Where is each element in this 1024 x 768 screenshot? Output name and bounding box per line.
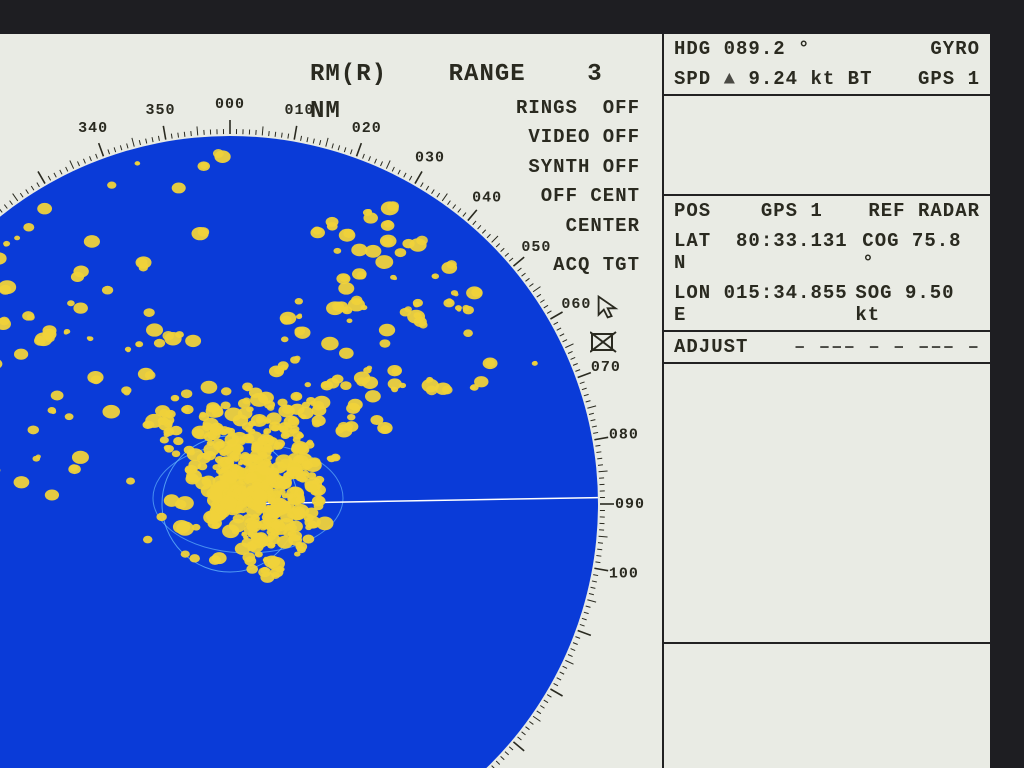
lat-label: LAT: [674, 230, 711, 252]
monitor-bezel: 340350000010020030040050060070080090100 …: [0, 0, 1024, 768]
lon-sog-row: LON 015:34.855 E SOG 9.50 kt: [664, 278, 990, 332]
svg-text:340: 340: [78, 120, 108, 137]
synth-status[interactable]: SYNTH OFF: [440, 153, 640, 182]
hdg-row: HDG 089.2 ° GYRO: [664, 34, 990, 64]
spd-label: SPD: [674, 68, 711, 90]
hdg-label: HDG: [674, 38, 711, 60]
adjust-value: – ––– – – ––– –: [794, 336, 980, 358]
motion-mode: RM(R): [310, 61, 387, 88]
blank-panel-1: [664, 96, 990, 196]
radar-screen: 340350000010020030040050060070080090100 …: [0, 34, 990, 768]
pos-label: POS: [674, 200, 711, 222]
radar-area[interactable]: 340350000010020030040050060070080090100 …: [0, 34, 660, 768]
spd-source: GPS 1: [918, 68, 980, 90]
offcenter-status[interactable]: OFF CENT: [440, 182, 640, 211]
svg-text:350: 350: [146, 102, 176, 119]
hdg-source: GYRO: [930, 38, 980, 60]
spd-marker: ▲: [724, 68, 736, 90]
range-label: RANGE: [449, 61, 526, 88]
lat-cog-row: LAT 80:33.131 N COG 75.8 °: [664, 226, 990, 278]
svg-text:000: 000: [215, 96, 245, 113]
svg-text:060: 060: [561, 296, 591, 313]
display-status-column: RINGS OFF VIDEO OFF SYNTH OFF OFF CENT C…: [440, 94, 640, 281]
nav-data-panel: HDG 089.2 ° GYRO SPD ▲ 9.24 kt BT GPS 1 …: [662, 34, 990, 768]
adjust-label: ADJUST: [674, 336, 748, 358]
spd-row: SPD ▲ 9.24 kt BT GPS 1: [664, 64, 990, 96]
sog-label: SOG: [855, 282, 892, 304]
pos-source: GPS 1: [761, 200, 823, 222]
pos-header-row: POS GPS 1 REF RADAR: [664, 196, 990, 226]
hdg-value: 089.2 °: [724, 38, 811, 60]
acq-tgt-button[interactable]: ACQ TGT: [440, 251, 640, 280]
video-status[interactable]: VIDEO OFF: [440, 123, 640, 152]
center-status[interactable]: CENTER: [440, 212, 640, 241]
ref-value: RADAR: [918, 200, 980, 222]
ref-label: REF: [868, 200, 905, 222]
cog-label: COG: [862, 230, 899, 252]
lon-label: LON: [674, 282, 711, 304]
rings-status[interactable]: RINGS OFF: [440, 94, 640, 123]
spd-value: 9.24 kt: [748, 68, 835, 90]
svg-text:100: 100: [609, 565, 639, 582]
svg-text:090: 090: [615, 496, 645, 513]
adjust-row[interactable]: ADJUST – ––– – – ––– –: [664, 332, 990, 364]
cancel-target-icon[interactable]: [590, 330, 618, 362]
blank-panel-2: [664, 364, 990, 644]
spd-type: BT: [848, 68, 873, 90]
svg-text:080: 080: [609, 427, 639, 444]
